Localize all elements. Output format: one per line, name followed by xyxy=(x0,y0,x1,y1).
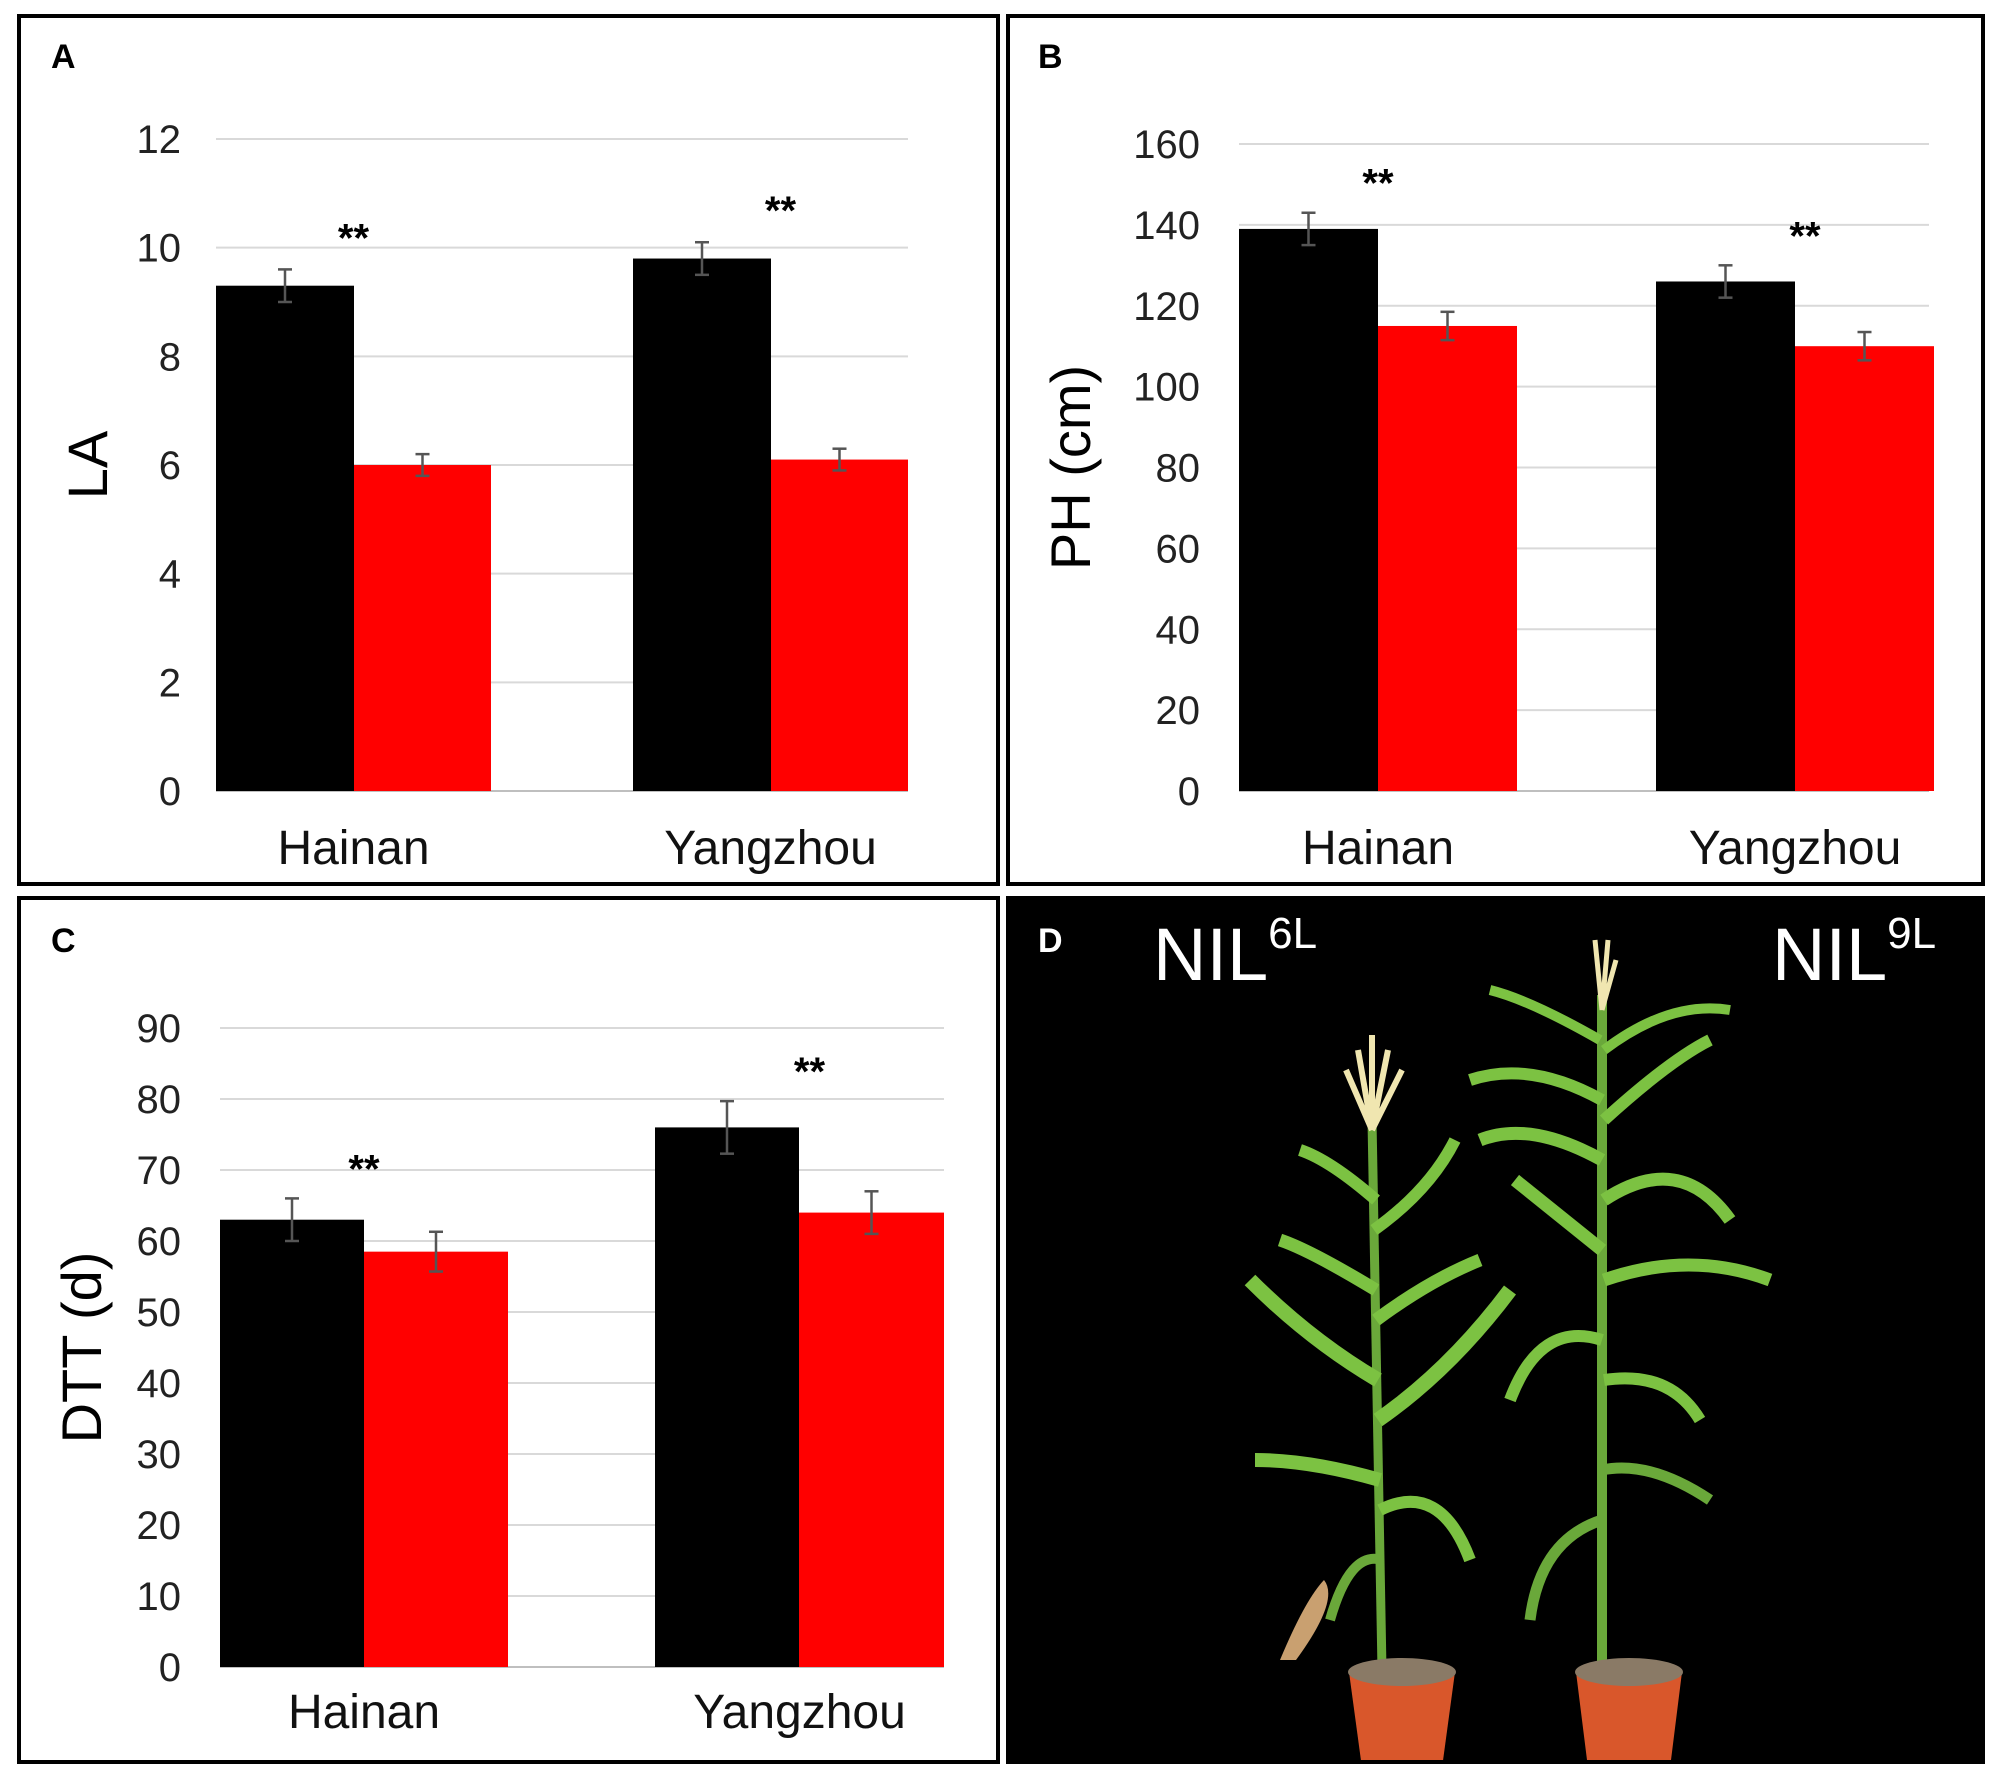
left-tassel xyxy=(1343,1035,1405,1132)
y-tick-label: 0 xyxy=(159,1646,181,1690)
nil-6l-sup: 6L xyxy=(1268,909,1318,958)
panel-a: A 0 2 4 6 8 10 12 ** Hainan ** Yangzhou LA xyxy=(17,14,1000,886)
y-tick-label: 0 xyxy=(159,770,181,814)
y-tick-label: 90 xyxy=(137,1007,182,1051)
bar-c-yangzhou-2 xyxy=(799,1212,944,1667)
chart-a: A 0 2 4 6 8 10 12 ** Hainan ** Yangzhou LA xyxy=(51,38,908,875)
dry-leaf xyxy=(1280,1580,1329,1660)
bar-a-yangzhou-2 xyxy=(771,459,908,791)
y-axis-label: DTT (d) xyxy=(50,1252,113,1444)
x-category-label: Hainan xyxy=(277,822,429,875)
x-category-label: Yangzhou xyxy=(1689,822,1902,875)
bar-a-yangzhou-1 xyxy=(633,258,771,791)
bar-b-hainan-2 xyxy=(1378,325,1517,791)
y-tick-label: 8 xyxy=(159,335,181,379)
panel-b: B 0 20 40 60 80 100 120 140 160 ** Hainan ** Yangzho… xyxy=(1006,14,1985,886)
right-soil xyxy=(1575,1658,1683,1686)
y-tick-label: 30 xyxy=(137,1433,182,1477)
x-category-label: Yangzhou xyxy=(693,1686,906,1739)
significance-mark: ** xyxy=(348,1147,380,1191)
significance-mark: ** xyxy=(1789,214,1821,258)
significance-mark: ** xyxy=(338,216,370,260)
nil-9l-label: NIL9L xyxy=(1772,912,1936,992)
y-axis-label: LA xyxy=(56,430,119,499)
bar-b-yangzhou-2 xyxy=(1795,346,1934,791)
y-tick-label: 2 xyxy=(159,661,181,705)
bar-b-yangzhou-1 xyxy=(1656,281,1795,791)
bar-c-hainan-2 xyxy=(364,1251,508,1667)
y-tick-label: 60 xyxy=(1156,527,1201,571)
significance-mark: ** xyxy=(1362,162,1394,206)
x-category-label: Hainan xyxy=(288,1686,440,1739)
y-tick-label: 60 xyxy=(137,1220,182,1264)
x-category-label: Hainan xyxy=(1302,822,1454,875)
panel-letter-d: D xyxy=(1038,922,1063,960)
significance-mark: ** xyxy=(765,189,797,233)
y-tick-label: 70 xyxy=(137,1149,182,1193)
chart-b: B 0 20 40 60 80 100 120 140 160 ** Hainan ** Yangzho… xyxy=(1038,38,1934,875)
panel-d-photo: D xyxy=(1006,896,1985,1764)
y-tick-label: 80 xyxy=(1156,447,1201,491)
left-stalk xyxy=(1367,1119,1387,1671)
nil-9l-main: NIL xyxy=(1772,913,1888,996)
y-axis-label: PH (cm) xyxy=(1039,365,1102,570)
panel-letter-b: B xyxy=(1038,38,1063,76)
y-tick-label: 12 xyxy=(137,118,182,162)
bar-a-hainan-2 xyxy=(354,465,491,791)
bar-b-hainan-1 xyxy=(1239,228,1378,791)
y-tick-label: 140 xyxy=(1133,204,1200,248)
nil-9l-sup: 9L xyxy=(1887,909,1937,958)
chart-c: C 0 10 20 30 40 50 60 70 80 90 ** Hainan ** Yangzhou D… xyxy=(50,922,944,1739)
plant-photo: D xyxy=(1038,922,1773,1760)
y-tick-label: 6 xyxy=(159,444,181,488)
y-tick-label: 80 xyxy=(137,1078,182,1122)
left-plant xyxy=(1244,1035,1516,1760)
panel-c: C 0 10 20 30 40 50 60 70 80 90 ** Hainan ** Yangzhou D… xyxy=(17,896,1000,1764)
bar-a-hainan-1 xyxy=(216,285,354,791)
y-tick-label: 40 xyxy=(137,1362,182,1406)
nil-6l-main: NIL xyxy=(1153,913,1269,996)
y-tick-label: 20 xyxy=(137,1504,182,1548)
y-tick-label: 10 xyxy=(137,227,182,271)
right-plant xyxy=(1468,939,1773,1760)
bar-c-hainan-1 xyxy=(220,1219,364,1667)
y-tick-label: 160 xyxy=(1133,123,1200,167)
right-pot xyxy=(1576,1672,1682,1760)
y-tick-label: 100 xyxy=(1133,366,1200,410)
y-tick-label: 4 xyxy=(159,553,181,597)
y-tick-label: 50 xyxy=(137,1291,182,1335)
right-tassel xyxy=(1592,939,1619,1011)
y-tick-label: 20 xyxy=(1156,689,1201,733)
y-tick-label: 0 xyxy=(1178,770,1200,814)
y-tick-label: 120 xyxy=(1133,285,1200,329)
bar-c-yangzhou-1 xyxy=(655,1127,799,1667)
panel-letter-a: A xyxy=(51,38,76,76)
y-tick-label: 10 xyxy=(137,1575,182,1619)
significance-mark: ** xyxy=(794,1050,826,1094)
nil-6l-label: NIL6L xyxy=(1153,912,1317,992)
panel-letter-c: C xyxy=(51,922,76,960)
y-tick-label: 40 xyxy=(1156,608,1201,652)
left-pot xyxy=(1349,1672,1455,1760)
x-category-label: Yangzhou xyxy=(664,822,877,875)
left-soil xyxy=(1348,1658,1456,1686)
